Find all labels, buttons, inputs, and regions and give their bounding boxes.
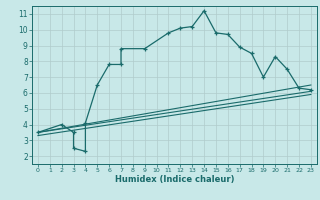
X-axis label: Humidex (Indice chaleur): Humidex (Indice chaleur) <box>115 175 234 184</box>
